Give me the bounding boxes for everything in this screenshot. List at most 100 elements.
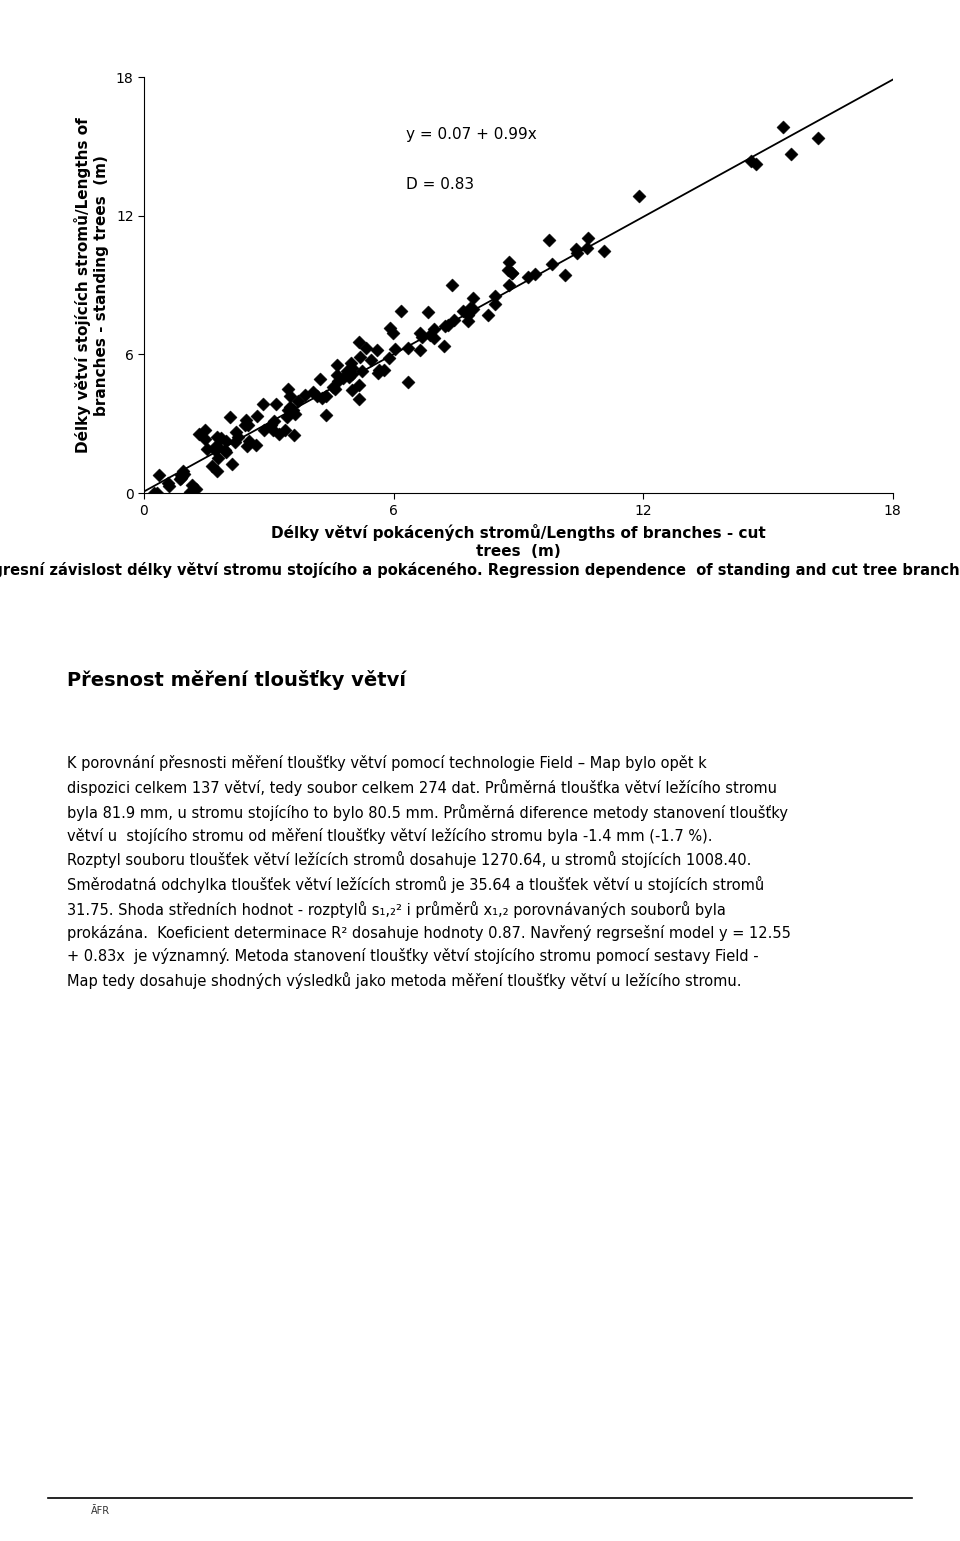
Point [174,462,189,487]
Point [172,467,187,492]
Point [413,337,428,362]
Point [597,239,612,264]
Point [569,240,585,265]
Point [422,322,438,347]
Y-axis label: Délky větví stojících stromů/Lengths of
branches - standing trees  (m): Délky větví stojících stromů/Lengths of … [75,117,108,453]
Point [364,348,379,373]
Point [184,472,200,496]
Point [256,418,272,442]
Point [177,462,192,487]
Point [385,321,400,345]
Point [291,388,306,413]
Point [280,378,296,402]
Point [466,285,481,310]
Point [241,428,256,453]
Point [238,408,253,433]
Point [344,351,359,376]
Point [329,353,345,378]
Point [329,362,345,387]
Point [568,237,584,262]
Point [207,438,223,462]
Point [225,452,240,476]
Point [209,459,225,484]
Point [743,148,758,173]
Point [387,337,402,362]
Point [271,421,286,445]
Point [527,262,542,287]
Point [335,367,350,391]
Point [354,358,370,382]
Point [351,387,367,411]
Point [438,313,453,337]
Point [198,418,213,442]
Point [313,367,328,391]
Point [230,424,246,448]
Point [285,398,300,422]
Point [209,424,225,448]
Point [359,336,374,361]
Point [412,321,427,345]
Point [325,374,341,399]
Point [218,428,233,453]
Point [250,404,265,428]
Point [283,384,299,408]
Point [504,260,519,285]
Point [213,425,228,450]
Point [487,291,502,316]
Point [748,153,763,177]
Point [330,368,346,393]
Point [352,345,368,370]
Point [305,381,321,405]
Point [282,394,298,419]
Point [420,299,435,324]
Point [345,362,360,387]
Point [263,413,278,438]
Point [327,376,343,401]
Point [370,361,385,385]
Point [297,382,312,407]
Point [309,384,324,408]
Point [480,302,495,327]
Point [501,257,516,282]
Point [150,481,165,505]
Point [345,378,360,402]
Point [176,458,191,482]
Point [191,422,206,447]
Text: y = 0.07 + 0.99x: y = 0.07 + 0.99x [406,126,537,142]
Point [255,391,271,416]
Point [440,313,455,337]
Point [318,384,333,408]
Point [152,462,167,487]
Point [160,472,176,496]
Point [161,473,177,498]
Point [351,330,367,354]
Point [280,398,296,422]
Point [376,358,392,382]
Point [463,296,478,321]
Point [436,333,451,358]
Point [351,373,367,398]
Point [541,228,557,253]
Point [371,358,386,382]
Point [339,359,354,384]
Point [444,273,460,297]
Point [228,430,243,455]
Point [319,402,334,427]
Point [217,438,232,462]
Point [207,435,223,459]
Point [345,356,360,381]
Point [504,260,519,285]
Point [810,126,826,151]
Point [557,262,572,287]
Point [400,336,416,361]
Point [223,405,238,430]
Point [200,436,215,461]
Point [544,253,560,277]
Point [210,445,226,470]
Point [426,327,442,351]
Point [455,299,470,324]
Point [204,455,220,479]
Point [501,250,516,274]
Point [266,408,281,433]
Point [446,308,462,333]
